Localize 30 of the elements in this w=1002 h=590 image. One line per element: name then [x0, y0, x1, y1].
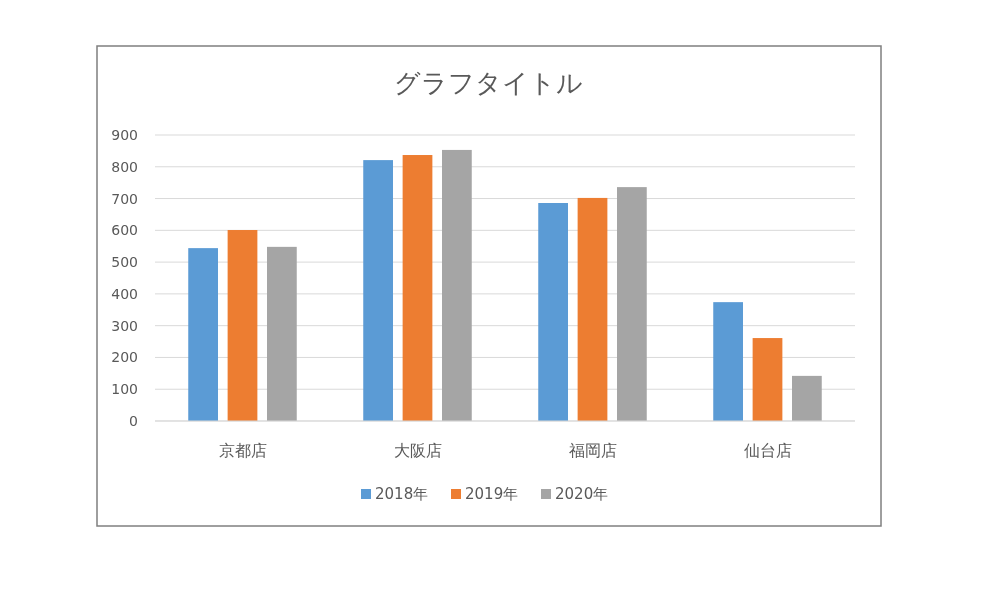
bar	[363, 160, 393, 421]
bar	[752, 338, 783, 421]
x-tick-label: 大阪店	[393, 441, 442, 460]
y-tick-label: 100	[111, 381, 138, 398]
bar	[577, 197, 608, 421]
bar	[713, 302, 743, 421]
bar	[792, 375, 822, 421]
y-tick-label: 600	[111, 222, 138, 239]
y-tick-label: 700	[111, 190, 138, 207]
legend-label: 2018年	[375, 485, 429, 503]
bar	[617, 187, 647, 421]
y-tick-label: 300	[111, 317, 138, 334]
y-tick-label: 400	[111, 285, 138, 302]
legend-label: 2019年	[465, 485, 519, 503]
x-tick-label: 京都店	[218, 441, 267, 460]
bar	[227, 230, 258, 421]
chart-title: グラフタイトル	[393, 68, 583, 98]
bar	[267, 246, 297, 421]
x-tick-label: 福岡店	[568, 441, 617, 460]
bar	[188, 248, 218, 421]
bar	[402, 155, 433, 421]
y-tick-label: 900	[111, 127, 138, 143]
y-tick-label: 500	[111, 254, 138, 271]
y-tick-label: 0	[129, 413, 138, 429]
y-tick-label: 800	[111, 158, 138, 175]
legend-label: 2020年	[555, 485, 609, 503]
x-tick-label: 仙台店	[743, 441, 792, 460]
bar	[538, 203, 568, 421]
y-tick-label: 200	[111, 349, 138, 366]
bar	[442, 149, 472, 421]
